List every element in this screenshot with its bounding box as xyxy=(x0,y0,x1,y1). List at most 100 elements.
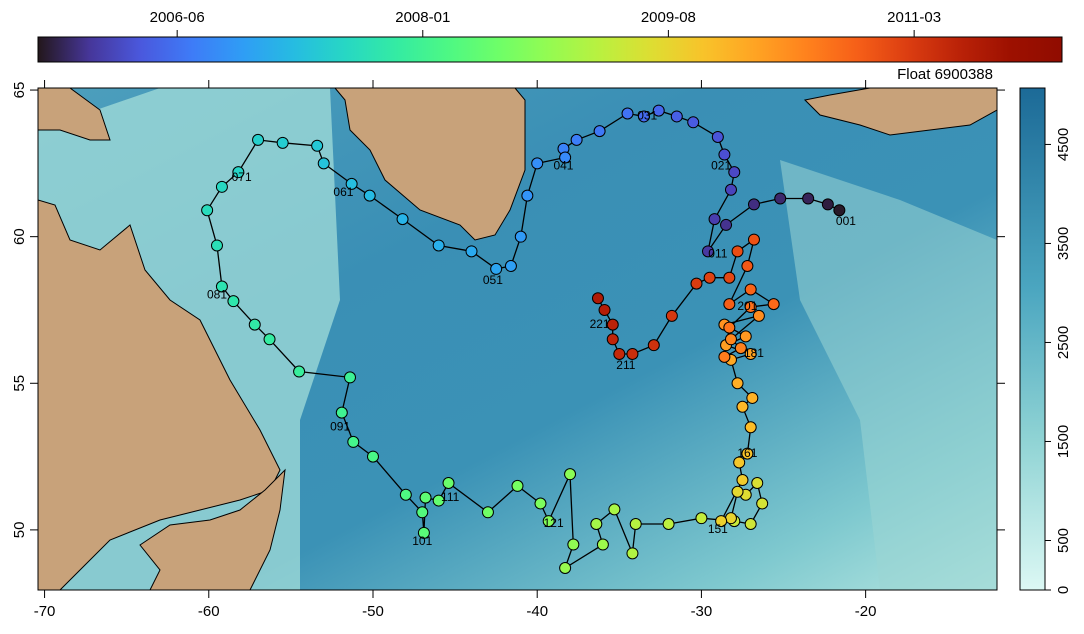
float-position xyxy=(767,298,780,311)
cycle-label: 081 xyxy=(207,287,227,301)
float-position xyxy=(419,491,432,504)
cycle-label: 161 xyxy=(737,446,757,460)
float-position xyxy=(670,110,683,123)
plot-frame xyxy=(37,87,998,591)
float-position xyxy=(465,245,478,258)
float-position xyxy=(821,198,834,211)
float-position xyxy=(746,391,759,404)
float-position xyxy=(733,456,746,469)
float-position xyxy=(723,321,736,334)
float-position xyxy=(718,350,731,363)
float-position xyxy=(687,116,700,129)
float-position xyxy=(232,166,245,179)
float-position xyxy=(744,347,757,360)
float-position xyxy=(345,177,358,190)
float-position xyxy=(570,133,583,146)
float-position xyxy=(662,518,675,531)
float-position xyxy=(647,339,660,352)
float-position xyxy=(416,506,429,519)
float-position xyxy=(521,189,534,202)
float-position xyxy=(833,204,846,217)
basemap xyxy=(38,88,997,590)
land-iceland xyxy=(803,88,997,136)
depth-tick-label: 4500 xyxy=(1055,128,1072,161)
float-position xyxy=(504,259,517,272)
float-position xyxy=(531,157,544,170)
cycle-label: 121 xyxy=(544,516,564,530)
cycle-label: 061 xyxy=(333,185,353,199)
float-position xyxy=(210,239,223,252)
float-position xyxy=(741,447,754,460)
x-tick-label: -60 xyxy=(198,603,220,620)
float-position xyxy=(481,506,494,519)
float-position xyxy=(344,371,357,384)
float-position xyxy=(248,318,261,331)
float-position xyxy=(442,476,455,489)
float-position xyxy=(201,204,214,217)
float-position xyxy=(559,151,572,164)
float-position xyxy=(606,318,619,331)
float-position xyxy=(598,303,611,316)
float-position xyxy=(741,259,754,272)
float-position xyxy=(606,333,619,346)
float-position xyxy=(731,485,744,498)
y-tick-label: 60 xyxy=(11,228,28,245)
x-tick-label: -40 xyxy=(526,603,548,620)
float-position xyxy=(363,189,376,202)
float-position xyxy=(665,309,678,322)
float-position xyxy=(744,421,757,434)
depth-tick-label: 500 xyxy=(1055,528,1072,553)
float-position xyxy=(744,283,757,296)
float-position xyxy=(756,497,769,510)
float-position xyxy=(335,406,348,419)
y-tick-label: 65 xyxy=(11,82,28,99)
float-position xyxy=(739,330,752,343)
x-tick-label: -30 xyxy=(691,603,713,620)
float-position xyxy=(736,474,749,487)
depth-tick-label: 0 xyxy=(1055,586,1072,594)
time-tick-label: 2011-03 xyxy=(887,9,941,26)
float-position xyxy=(567,538,580,551)
float-position xyxy=(734,342,747,355)
cycle-label: 051 xyxy=(483,273,503,287)
float-position xyxy=(711,130,724,143)
float-position xyxy=(744,301,757,314)
float-position xyxy=(652,104,665,117)
cycle-label: 031 xyxy=(637,109,657,123)
float-position xyxy=(591,292,604,305)
float-position xyxy=(590,518,603,531)
map-title: Float 6900388 xyxy=(897,66,993,83)
float-position xyxy=(736,400,749,413)
cycle-label: 211 xyxy=(616,358,635,372)
depth-tick-label: 3500 xyxy=(1055,227,1072,260)
float-position xyxy=(252,133,265,146)
land-labrador xyxy=(38,199,281,590)
float-position xyxy=(347,435,360,448)
cycle-label: 011 xyxy=(708,246,727,260)
float-position xyxy=(752,309,765,322)
float-position xyxy=(432,494,445,507)
depth-tick-label: 2500 xyxy=(1055,326,1072,359)
float-position xyxy=(690,277,703,290)
float-position xyxy=(744,518,757,531)
float-position xyxy=(718,148,731,161)
shelf xyxy=(780,160,997,590)
float-position xyxy=(613,347,626,360)
float-position xyxy=(596,538,609,551)
land-greenland xyxy=(334,88,526,241)
cycle-label: 181 xyxy=(744,346,764,360)
float-position xyxy=(311,139,324,152)
float-position xyxy=(317,157,330,170)
float-position xyxy=(559,562,572,575)
cycle-label: 041 xyxy=(553,158,573,172)
float-position xyxy=(215,280,228,293)
float-position xyxy=(708,213,721,226)
cycle-label: 151 xyxy=(708,522,728,536)
float-position xyxy=(564,468,577,481)
x-tick-label: -50 xyxy=(362,603,384,620)
float-position xyxy=(731,377,744,390)
x-tick-label: -70 xyxy=(34,603,56,620)
float-position xyxy=(593,125,606,138)
cycle-label: 221 xyxy=(590,317,610,331)
